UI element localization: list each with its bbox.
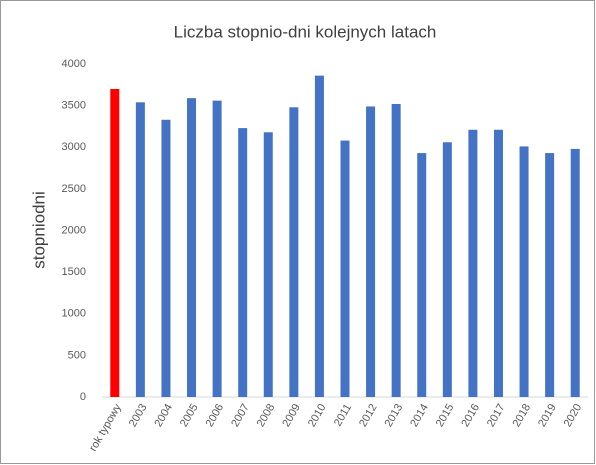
bar	[289, 107, 299, 397]
bar	[135, 102, 145, 398]
y-tick-label: 500	[68, 349, 86, 361]
bar	[519, 146, 529, 397]
bar	[314, 75, 324, 397]
bar	[110, 88, 120, 397]
bar	[545, 153, 555, 397]
y-tick-label: 1500	[62, 266, 86, 278]
bar	[187, 98, 197, 397]
y-tick-label: 1000	[62, 308, 86, 320]
bar	[442, 142, 452, 397]
bar	[417, 153, 427, 397]
y-axis-label: stopniodni	[29, 191, 48, 269]
bar	[212, 100, 222, 397]
bar	[570, 148, 580, 397]
y-tick-label: 2500	[62, 183, 86, 195]
y-tick-label: 0	[80, 391, 86, 403]
bar	[340, 140, 350, 397]
y-tick-label: 3500	[62, 100, 86, 112]
bar	[391, 103, 401, 398]
bar	[366, 106, 376, 398]
chart-title: Liczba stopnio-dni kolejnych latach	[174, 22, 437, 41]
bar	[161, 119, 171, 397]
bar	[468, 129, 478, 397]
y-tick-label: 4000	[62, 58, 86, 70]
bar	[238, 128, 248, 398]
bar	[263, 132, 273, 397]
y-tick-label: 2000	[62, 224, 86, 236]
y-tick-label: 3000	[62, 141, 86, 153]
bar	[493, 129, 503, 397]
